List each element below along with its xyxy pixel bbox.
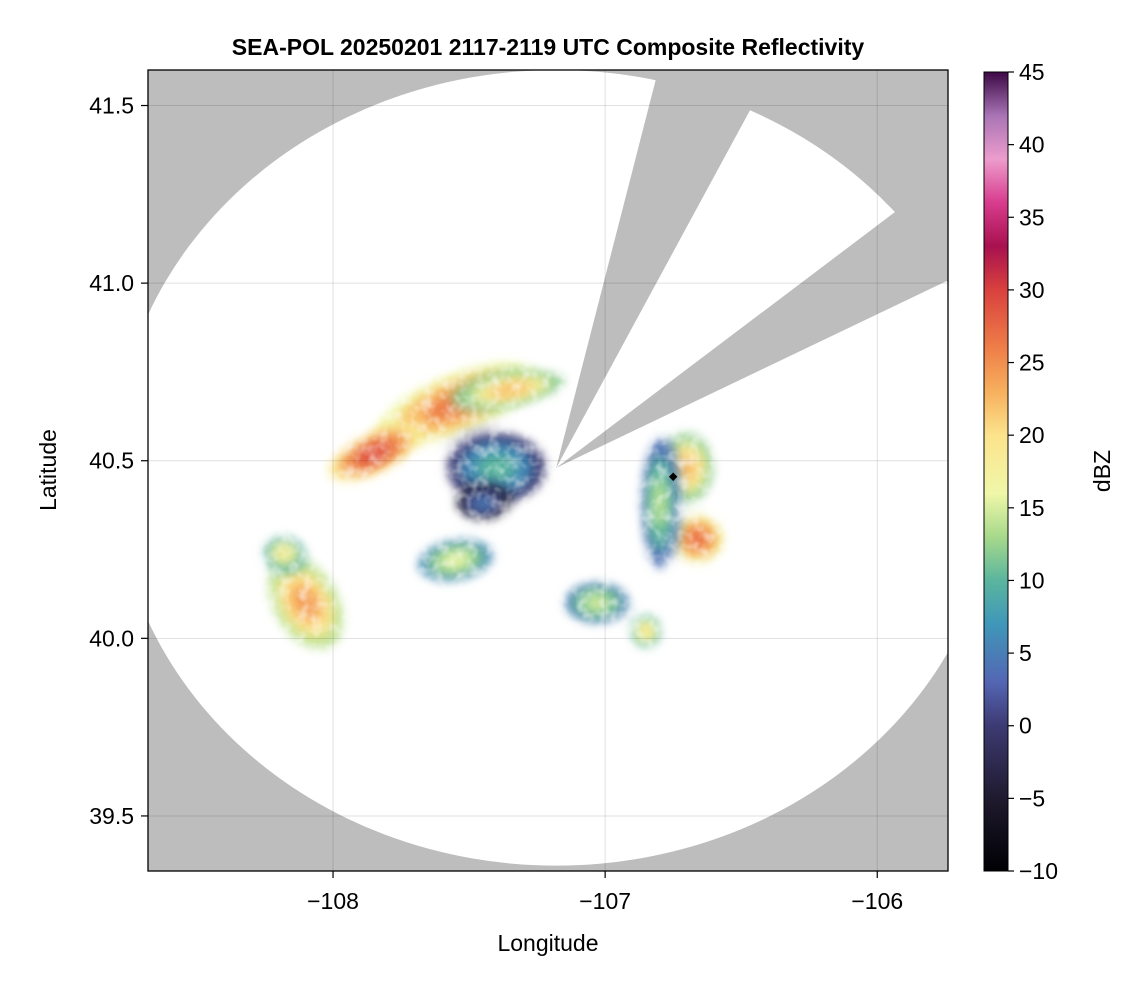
colorbar-tick-label: 25 [1019,350,1045,376]
blocked-sector-2 [556,173,948,468]
colorbar-label: dBZ [1089,450,1115,492]
colorbar-gradient [983,71,1009,872]
site-marker [668,472,678,481]
x-axis-label: Longitude [497,930,598,956]
colorbar-tick-label: 45 [1019,59,1045,85]
y-axis-label: Latitude [35,429,61,511]
echo-cell-peak [488,381,532,398]
colorbar-tick-label: 0 [1019,713,1032,739]
colorbar-tick-label: −5 [1019,785,1045,811]
echo-cell-peak [275,545,293,561]
colorbar-tick-label: 20 [1019,422,1045,448]
echo-cell-peak [440,551,471,569]
plot-frame [147,69,949,872]
colorbar-tick-label: 15 [1019,495,1045,521]
x-tick-label: −106 [851,888,903,914]
echo-cell-peak [639,624,653,639]
x-tick-label: −108 [307,888,359,914]
echo-cell-peak [290,584,321,622]
colorbar-tick-label: 30 [1019,277,1045,303]
y-tick-label: 40.0 [89,625,134,651]
colorbar-tick-label: 40 [1019,132,1045,158]
colorbar-tick-label: 5 [1019,640,1032,666]
echo-cell-peak [686,528,709,549]
colorbar-tick-label: 10 [1019,567,1045,593]
colorbar-tick-label: 35 [1019,204,1045,230]
echo-cell-peak [476,453,516,483]
colorbar-tick-label: −10 [1019,858,1058,884]
y-tick-label: 41.5 [89,93,134,119]
x-tick-label: −107 [579,888,631,914]
chart-title: SEA-POL 20250201 2117-2119 UTC Composite… [231,34,865,60]
echo-cell-peak [583,594,611,612]
echo-cell-peak [675,453,698,483]
echo-cell-peak [651,477,668,529]
echo-cell-peak [355,442,392,465]
colorbar: −10 −5 0 5 10 15 20 25 30 35 40 45 [983,59,1058,884]
y-tick-label: 39.5 [89,803,134,829]
blocked-sector-1 [556,70,772,468]
y-tick-label: 40.5 [89,448,134,474]
y-tick-label: 41.0 [89,270,134,296]
echo-cell-peak [471,496,494,511]
